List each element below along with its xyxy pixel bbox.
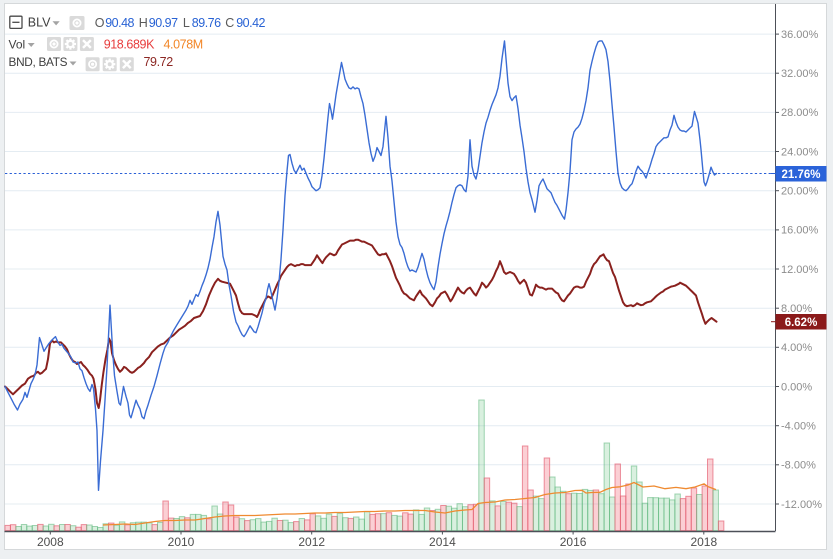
svg-text:-8.00%: -8.00% bbox=[781, 460, 816, 472]
svg-text:BND, BATS: BND, BATS bbox=[9, 55, 68, 69]
svg-text:2018: 2018 bbox=[690, 535, 717, 549]
svg-text:90.42: 90.42 bbox=[236, 16, 265, 30]
svg-text:0.00%: 0.00% bbox=[781, 381, 812, 393]
svg-text:12.00%: 12.00% bbox=[781, 264, 819, 276]
svg-text:2012: 2012 bbox=[298, 535, 325, 549]
svg-text:36.00%: 36.00% bbox=[781, 29, 819, 41]
svg-text:2008: 2008 bbox=[37, 535, 64, 549]
svg-text:28.00%: 28.00% bbox=[781, 107, 819, 119]
svg-text:H: H bbox=[139, 16, 148, 30]
svg-text:C: C bbox=[225, 16, 234, 30]
svg-text:4.078M: 4.078M bbox=[164, 37, 203, 51]
svg-text:Vol: Vol bbox=[9, 37, 26, 51]
svg-text:8.00%: 8.00% bbox=[781, 303, 812, 315]
svg-text:16.00%: 16.00% bbox=[781, 225, 819, 237]
svg-text:2010: 2010 bbox=[168, 535, 195, 549]
svg-text:32.00%: 32.00% bbox=[781, 68, 819, 80]
svg-text:-4.00%: -4.00% bbox=[781, 421, 816, 433]
svg-text:2014: 2014 bbox=[429, 535, 456, 549]
svg-text:79.72: 79.72 bbox=[144, 55, 174, 69]
svg-text:90.48: 90.48 bbox=[105, 16, 134, 30]
svg-text:L: L bbox=[183, 16, 190, 30]
svg-text:4.00%: 4.00% bbox=[781, 342, 812, 354]
svg-text:24.00%: 24.00% bbox=[781, 146, 819, 158]
svg-text:89.76: 89.76 bbox=[192, 16, 221, 30]
svg-text:918.689K: 918.689K bbox=[104, 37, 155, 51]
svg-text:6.62%: 6.62% bbox=[785, 317, 818, 329]
svg-text:O: O bbox=[95, 16, 105, 30]
svg-text:BLV: BLV bbox=[28, 15, 51, 29]
svg-text:20.00%: 20.00% bbox=[781, 186, 819, 198]
svg-text:21.76%: 21.76% bbox=[781, 169, 820, 181]
svg-text:2016: 2016 bbox=[560, 535, 587, 549]
svg-text:90.97: 90.97 bbox=[149, 16, 178, 30]
svg-text:-12.00%: -12.00% bbox=[781, 499, 822, 511]
